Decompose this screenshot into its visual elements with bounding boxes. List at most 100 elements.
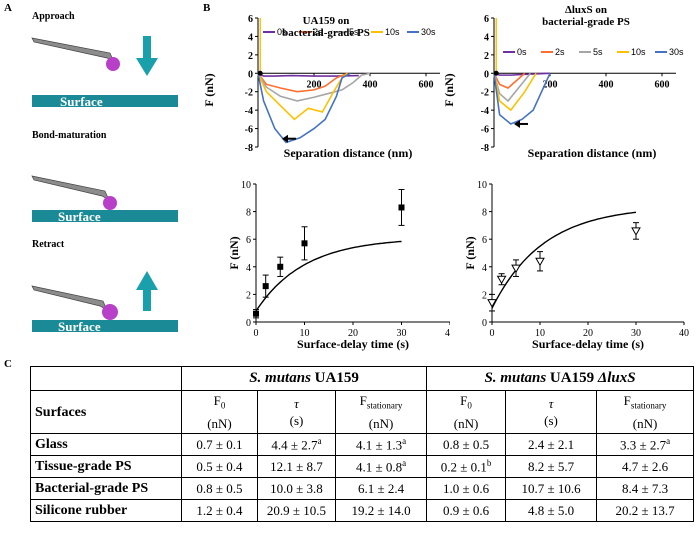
step-approach-label: Approach xyxy=(32,11,75,22)
legend-label: 2s xyxy=(313,27,323,37)
legend-label: 10s xyxy=(631,47,646,57)
y-tick-label: 8 xyxy=(482,208,487,219)
chart-title-line1: UA159 on xyxy=(303,15,350,27)
header-symbol: F xyxy=(460,393,468,409)
y-tick-label: 2 xyxy=(482,290,487,301)
header-subscript: 0 xyxy=(220,400,226,411)
surface-label-2: Surface xyxy=(58,209,101,224)
x-axis-label: Separation distance (nm) xyxy=(528,146,657,160)
y-tick-label: 6 xyxy=(482,235,487,246)
y-tick-label: -4 xyxy=(481,106,489,117)
surface-label-3: Surface xyxy=(58,319,101,334)
value-cell: 4.1 ± 0.8a xyxy=(334,455,428,478)
y-axis-label: F (nN) xyxy=(202,73,216,106)
y-tick-label: 4 xyxy=(484,32,489,43)
arrow-left-head xyxy=(282,134,288,143)
header-unit: (s) xyxy=(544,413,558,428)
contact-point-marker xyxy=(257,70,263,76)
approach-step: Surface xyxy=(31,36,178,109)
y-tick-label: 10 xyxy=(241,180,251,191)
value-cell: 8.2 ± 5.7 xyxy=(505,455,598,478)
cell-value: 12.1 ± 8.7 xyxy=(270,458,323,474)
value-cell: 10.7 ± 10.6 xyxy=(505,477,598,500)
cell-value: 0.7 ± 0.1 xyxy=(196,436,243,452)
column-header: Fstationary (nN) xyxy=(596,390,695,434)
cantilever-tip-icon xyxy=(31,285,108,311)
force-curve-30s xyxy=(257,72,351,144)
group2-mutant: ΔluxS xyxy=(597,370,636,386)
cell-value: 19.2 ± 14.0 xyxy=(351,502,411,518)
header-symbol: τ xyxy=(548,396,554,411)
value-cell: 0.8 ± 0.5 xyxy=(181,477,258,500)
cell-value: 2.4 ± 2.1 xyxy=(527,436,575,452)
y-tick-label: 0 xyxy=(482,318,487,329)
value-cell: 19.2 ± 14.0 xyxy=(334,499,428,522)
force-curve-chart-luxs: 6 4 2 0 -2 -4 -6 -8 200 400 600 0s 2s 5s 10s 30s ΔluxS o… xyxy=(442,4,684,160)
panel-label-a: A xyxy=(4,2,12,14)
schematic-figure: Surface Surface Surface xyxy=(31,36,178,334)
cell-superscript: b xyxy=(486,457,492,468)
data-point-triangle xyxy=(511,264,521,274)
table-corner-empty xyxy=(30,366,182,391)
y-tick-label: 4 xyxy=(246,263,251,274)
data-point-triangle xyxy=(535,257,545,267)
force-curve-5s xyxy=(493,72,532,103)
header-symbol: F xyxy=(623,393,631,409)
cell-superscript: a xyxy=(666,435,671,446)
group-header-luxs: S. mutans UA159 ΔluxS xyxy=(426,366,695,391)
y-tick-label: 10 xyxy=(477,180,487,191)
legend-label: 0s xyxy=(277,27,287,37)
value-cell: 0.8 ± 0.5 xyxy=(426,433,507,456)
force-curve-30s xyxy=(493,72,551,125)
surfaces-column-header: Surfaces xyxy=(30,390,182,434)
value-cell: 12.1 ± 8.7 xyxy=(257,455,336,478)
x-axis-label: Separation distance (nm) xyxy=(284,146,413,160)
cell-value: 1.0 ± 0.6 xyxy=(442,480,490,496)
cantilever-tip-icon xyxy=(31,37,115,63)
x-tick-label: 20 xyxy=(348,328,358,339)
table-group-header-row: S. mutans UA159 S. mutans UA159 ΔluxS xyxy=(30,366,695,391)
step-bond-maturation-label: Bond-maturation xyxy=(32,130,107,141)
cell-value: 4.1 ± 1.3 xyxy=(355,437,403,453)
value-cell: 4.7 ± 2.6 xyxy=(596,455,695,478)
surface-bar xyxy=(32,320,178,332)
value-cell: 10.0 ± 3.8 xyxy=(257,477,336,500)
y-tick-label: 2 xyxy=(484,51,489,62)
bond-strengthening-table: S. mutans UA159 S. mutans UA159 ΔluxS Su… xyxy=(30,366,695,522)
cantilever-tip-icon xyxy=(31,175,110,201)
cell-value: 20.9 ± 10.5 xyxy=(266,502,327,518)
column-header: F0 (nN) xyxy=(181,390,258,434)
column-header: τ (s) xyxy=(257,390,336,434)
y-axis-label: F (nN) xyxy=(227,236,241,269)
arrow-left-head xyxy=(514,119,520,128)
value-cell: 0.2 ± 0.1b xyxy=(426,455,507,478)
column-header: τ (s) xyxy=(505,390,598,434)
data-point-square xyxy=(301,240,308,247)
surface-bar xyxy=(32,210,178,222)
y-tick-label: -2 xyxy=(245,88,253,99)
header-unit: (nN) xyxy=(453,415,479,431)
arrow-down-icon xyxy=(136,36,158,76)
cell-value: 4.1 ± 0.8 xyxy=(355,459,403,475)
contact-point-marker xyxy=(493,70,499,76)
bacterium-icon xyxy=(103,196,117,210)
x-tick-label: 10 xyxy=(300,328,310,339)
cell-superscript: a xyxy=(402,457,407,468)
cell-value: 20.2 ± 13.7 xyxy=(615,502,675,518)
x-tick-label: 30 xyxy=(631,328,641,339)
x-axis-label: Surface-delay time (s) xyxy=(297,337,409,351)
force-curve-chart-ua159: 6 4 2 0 -2 -4 -6 -8 200 400 600 0s 2s 5s 10s 30s UA159 o… xyxy=(202,14,440,160)
y-tick-label: -2 xyxy=(481,88,489,99)
value-cell: 2.4 ± 2.1 xyxy=(505,433,598,456)
value-cell: 0.9 ± 0.6 xyxy=(426,499,507,522)
cell-value: 10.7 ± 10.6 xyxy=(521,480,581,496)
cell-value: 4.4 ± 2.7 xyxy=(271,437,318,453)
delay-time-chart-ua159: 0 2 4 6 8 10 0 10 20 30 40 Surface-delay time (s) F … xyxy=(227,180,450,351)
y-tick-label: 2 xyxy=(248,51,253,62)
data-point-square xyxy=(253,310,259,317)
y-tick-label: 6 xyxy=(248,14,253,25)
table-row: Tissue-grade PS 0.5 ± 0.4 12.1 ± 8.7 4.1 ± … xyxy=(30,455,695,478)
cell-value: 0.2 ± 0.1 xyxy=(440,459,487,475)
legend-label: 10s xyxy=(385,27,400,37)
x-axis-label: Surface-delay time (s) xyxy=(532,337,644,351)
